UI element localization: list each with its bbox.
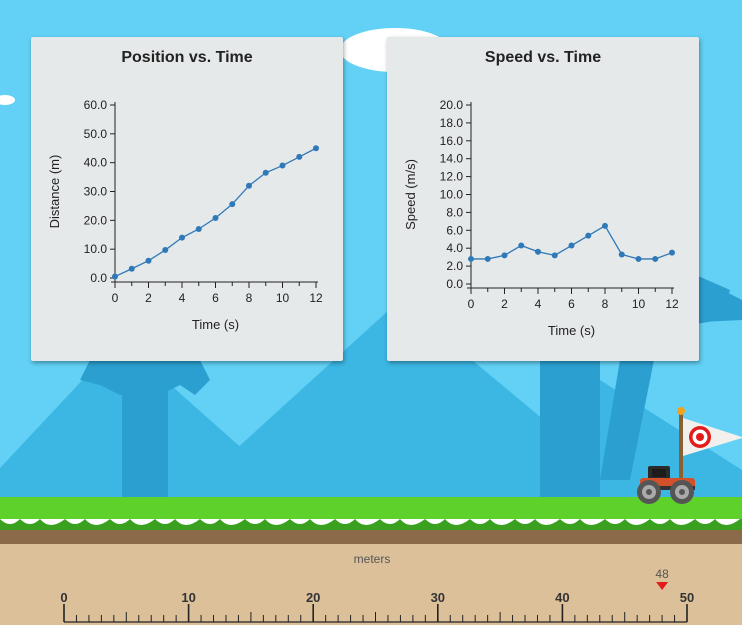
x-tick-label: 8 (602, 297, 609, 311)
ruler-label: 10 (181, 590, 195, 605)
data-point (669, 249, 675, 256)
y-tick-label: 18.0 (440, 116, 464, 130)
y-tick-label: 12.0 (440, 170, 464, 184)
y-tick-label: 0.0 (446, 277, 463, 291)
y-tick-label: 10.0 (440, 188, 464, 202)
y-tick-label: 40.0 (84, 156, 108, 170)
x-tick-label: 4 (535, 297, 542, 311)
y-tick-label: 0.0 (90, 271, 107, 285)
data-point (568, 242, 575, 249)
data-point (652, 255, 659, 262)
data-point (468, 255, 474, 262)
y-tick-label: 10.0 (84, 242, 108, 256)
speed-vs-time-chart: 0.0 2.0 4.0 6.0 8.0 10.0 12.0 14.0 16.0 18.0 20.0 0… (403, 98, 679, 338)
tree-branches (80, 360, 210, 395)
ruler-background (0, 544, 742, 625)
x-tick-label: 12 (309, 291, 323, 305)
y-tick-label: 6.0 (446, 223, 463, 237)
grass-fringe (0, 519, 742, 530)
series-line (471, 224, 673, 260)
x-tick-label: 0 (468, 297, 475, 311)
y-tick-label: 20.0 (440, 98, 464, 112)
series-line (114, 147, 317, 278)
y-tick-label: 20.0 (84, 213, 108, 227)
cloud (0, 95, 15, 105)
data-point (112, 273, 118, 280)
x-tick-label: 8 (246, 291, 253, 305)
data-point (313, 145, 319, 152)
data-point (602, 222, 608, 229)
position-marker-icon (656, 582, 669, 590)
y-axis-title: Speed (m/s) (403, 159, 418, 230)
data-point (195, 225, 202, 232)
buggy-car-icon (637, 466, 695, 504)
y-tick-label: 8.0 (446, 205, 463, 219)
data-point (262, 169, 269, 176)
x-tick-label: 10 (632, 297, 646, 311)
data-point (279, 162, 286, 169)
data-point (551, 252, 558, 259)
data-point (535, 248, 541, 255)
data-point (635, 255, 642, 262)
speed-vs-time-panel: Speed vs. Time 0.0 2.0 4.0 6.0 8.0 10.0 12.0 14… (387, 37, 699, 361)
y-tick-label: 2.0 (446, 259, 463, 273)
data-point (179, 234, 185, 241)
y-tick-label: 14.0 (440, 152, 464, 166)
ruler-label: 40 (555, 590, 569, 605)
x-tick-label: 4 (179, 291, 186, 305)
chart-title: Speed vs. Time (484, 49, 602, 66)
ruler-ticks (63, 604, 688, 623)
x-tick-label: 12 (665, 297, 679, 311)
data-point (484, 255, 491, 262)
data-point (518, 242, 525, 249)
grass (0, 497, 742, 519)
x-tick-label: 6 (212, 291, 219, 305)
data-point (162, 247, 169, 254)
x-tick-label: 6 (568, 297, 575, 311)
x-tick-label: 0 (112, 291, 119, 305)
y-tick-label: 4.0 (446, 241, 463, 255)
data-point (212, 215, 219, 222)
data-point (145, 257, 152, 264)
position-marker-label: 48 (655, 567, 669, 581)
x-tick-label: 2 (145, 291, 152, 305)
x-tick-label: 10 (276, 291, 290, 305)
ruler-unit-label: meters (354, 552, 391, 566)
x-axis-title: Time (s) (192, 317, 239, 332)
position-vs-time-chart: 0.0 10.0 20.0 30.0 40.0 50.0 60.0 0 2 4 6 8 10 12 Time… (47, 98, 323, 332)
data-point (501, 252, 508, 259)
ruler-labels: 0 10 20 30 40 50 (60, 590, 694, 605)
data-point (246, 182, 252, 189)
ruler-label: 30 (431, 590, 445, 605)
data-point (296, 153, 303, 160)
x-tick-label: 2 (501, 297, 508, 311)
y-tick-label: 60.0 (84, 98, 108, 112)
x-axis-title: Time (s) (548, 323, 595, 338)
dirt (0, 530, 742, 544)
ruler-label: 50 (680, 590, 694, 605)
data-point (618, 251, 625, 258)
ruler-label: 20 (306, 590, 320, 605)
chart-title: Position vs. Time (121, 49, 253, 66)
data-point (128, 265, 135, 272)
data-point (229, 201, 236, 208)
y-tick-label: 16.0 (440, 134, 464, 148)
data-point (585, 232, 592, 239)
y-axis-title: Distance (m) (47, 155, 62, 229)
position-vs-time-panel: Position vs. Time 0.0 10.0 20.0 30.0 40.0 50.… (31, 37, 343, 361)
ruler-label: 0 (60, 590, 67, 605)
y-tick-label: 30.0 (84, 185, 108, 199)
y-tick-label: 50.0 (84, 127, 108, 141)
target-flag-icon (677, 407, 742, 482)
